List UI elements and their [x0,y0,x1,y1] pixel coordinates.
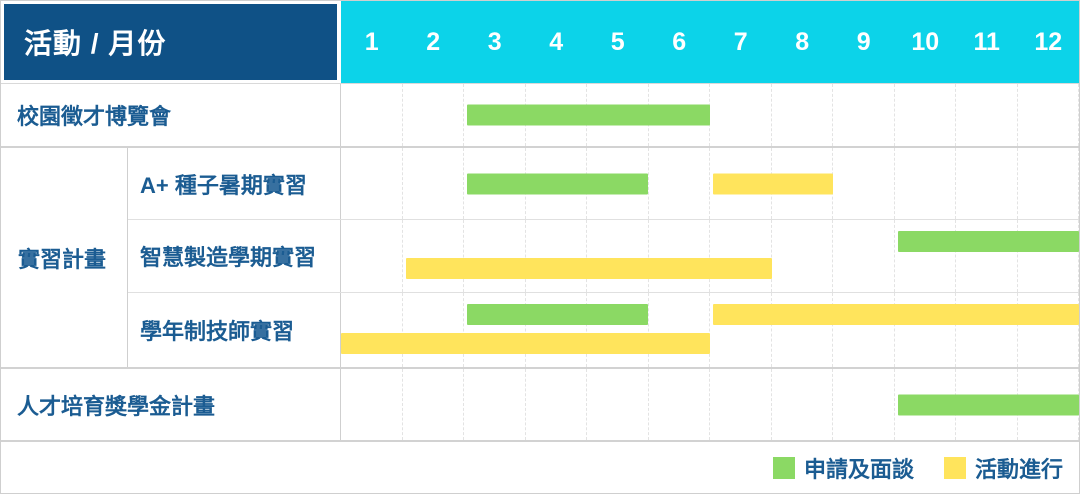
month-grid-cell [464,293,526,367]
month-grid-cell [587,369,649,440]
gantt-bar-green [897,231,1079,252]
month-grid-cell [772,84,833,146]
month-grid-cell [956,84,1018,146]
month-label-6: 6 [672,27,687,56]
month-grid-cell [710,220,772,292]
month-grid-cell [526,369,587,440]
row-label: 人才培育獎學金計畫 [1,369,341,440]
table-row: 智慧製造學期實習 [128,220,1079,293]
group-rows: A+ 種子暑期實習 智慧製造學期實習 學年制技師實習 [128,148,1079,367]
table-row: A+ 種子暑期實習 [128,148,1079,220]
row-label: 校園徵才博覽會 [1,84,341,146]
month-grid-cell [649,293,710,367]
legend: 申請及面談 活動進行 [1,442,1079,493]
gantt-bar-green [466,173,649,194]
month-label-7: 7 [733,27,748,56]
gantt-bar-yellow [405,258,772,279]
table-body: 校園徵才博覽會 實習計畫 A+ 種子暑期實習 智慧製造學期實習 學年制技師實習 人才培育獎… [1,84,1079,442]
row-label: A+ 種子暑期實習 [128,148,341,219]
month-label-5: 5 [610,27,625,56]
gantt-bar-green [897,394,1079,415]
month-grid-cell [341,148,403,219]
legend-item-yellow: 活動進行 [943,452,1063,484]
month-grid-cell [956,293,1018,367]
month-grid-cell [1018,148,1079,219]
month-grid-cell [403,148,464,219]
month-grid-cell [649,369,710,440]
month-grid-cell [833,148,895,219]
month-label-4: 4 [549,27,564,56]
chart-row-4 [341,369,1079,440]
month-label-11: 11 [973,27,1000,56]
month-grid-cell [587,220,649,292]
month-label-10: 10 [911,27,940,56]
table-row: 學年制技師實習 [128,293,1079,367]
month-grid-cell [833,369,895,440]
month-grid-cell [526,220,587,292]
legend-swatch-green-icon [772,456,795,479]
month-grid-cell [956,148,1018,219]
month-grid-cell [1018,293,1079,367]
month-grid-cell [403,84,464,146]
month-label-1: 1 [364,27,379,56]
header-activities-months-cell: 活動 / 月份 [4,4,337,80]
month-grid-cell [341,84,403,146]
gantt-bar-green [466,304,649,325]
legend-item-green: 申請及面談 [772,452,914,484]
chart-row-0 [341,84,1079,146]
month-grid-cell [772,369,833,440]
month-grid-cell [341,220,403,292]
table-header-row: 活動 / 月份 1 2 3 4 5 6 7 8 9 10 11 12 [1,1,1079,84]
chart-row-3 [341,293,1079,367]
month-grid-cell [772,220,833,292]
month-grid-cell [464,220,526,292]
gantt-bar-yellow [341,333,710,354]
gantt-bar-yellow [713,173,833,194]
month-grid-cell [710,369,772,440]
month-grid-cell [895,148,956,219]
month-grid-cell [895,84,956,146]
row-label: 學年制技師實習 [128,293,341,367]
chart-row-1 [341,148,1079,219]
month-grid-cell [403,369,464,440]
month-grid-cell [833,84,895,146]
month-header-row: 1 2 3 4 5 6 7 8 9 10 11 12 [341,1,1079,83]
month-grid-cell [833,220,895,292]
month-grid-cell [341,369,403,440]
month-label-3: 3 [487,27,502,56]
month-grid-cell [710,293,772,367]
month-grid-cell [649,148,710,219]
month-grid-cell [710,84,772,146]
month-grid-cell [587,293,649,367]
gantt-bar-yellow [713,304,1079,325]
legend-label: 活動進行 [974,456,1063,482]
month-grid-cell [956,220,1018,292]
table-row: 人才培育獎學金計畫 [1,369,1079,442]
month-grid-cell [341,293,403,367]
month-grid-cell [403,293,464,367]
month-grid-cell [895,220,956,292]
month-grid-cell [464,369,526,440]
month-grid-cell [1018,84,1079,146]
month-grid-cell [895,293,956,367]
month-label-2: 2 [426,27,441,56]
month-grid-cell [772,293,833,367]
month-label-8: 8 [795,27,810,56]
month-label-12: 12 [1034,27,1063,56]
month-grid-cell [833,293,895,367]
group-block: 實習計畫 A+ 種子暑期實習 智慧製造學期實習 學年制技師實習 [1,148,1079,369]
month-grid-cell [649,220,710,292]
legend-swatch-yellow-icon [943,456,966,479]
month-grid-cell [403,220,464,292]
table-row: 校園徵才博覽會 [1,84,1079,148]
row-label: 智慧製造學期實習 [128,220,341,292]
legend-label: 申請及面談 [803,456,914,482]
chart-row-2 [341,220,1079,292]
gantt-bar-green [466,104,710,126]
group-label: 實習計畫 [1,148,128,367]
month-grid-cell [526,293,587,367]
month-label-9: 9 [856,27,871,56]
month-grid-cell [1018,220,1079,292]
